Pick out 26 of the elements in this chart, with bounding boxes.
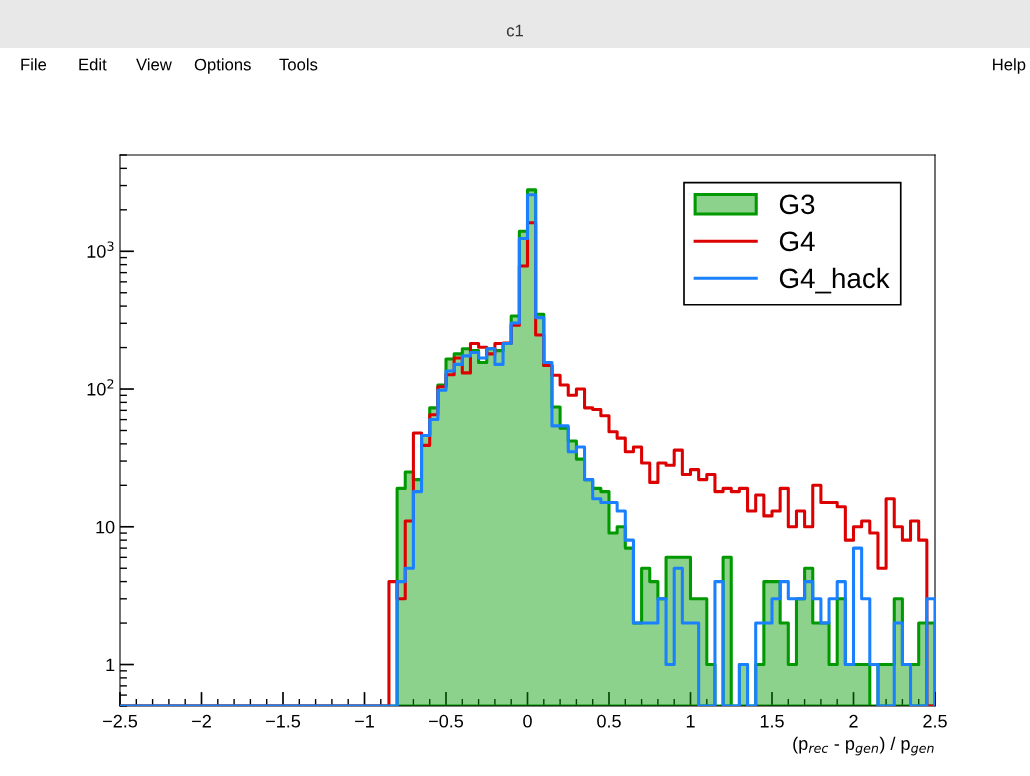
x-tick-label: 1.5 <box>760 715 784 728</box>
text: View <box>136 58 172 71</box>
text: File <box>21 58 47 71</box>
text: Tools <box>279 58 318 71</box>
legend-label: G4 <box>779 231 815 252</box>
text: Options <box>194 58 251 74</box>
x-tick-label: 2.5 <box>923 714 947 728</box>
x-tick-label: −0.5 <box>429 714 464 728</box>
x-tick-label: −2 <box>192 714 211 728</box>
text: Help <box>993 58 1026 74</box>
y-tick-label: 1 <box>106 658 115 672</box>
chart-title: c1 <box>506 24 523 37</box>
legend-label: G4_hack <box>779 267 890 294</box>
x-tick-label: 2 <box>849 714 858 728</box>
y-tick-label: 10$^{2}$ <box>87 379 114 396</box>
x-tick-label: 1 <box>686 715 695 728</box>
y-tick-label: 10$^{3}$ <box>87 241 114 258</box>
y-tick-label: 10 <box>96 520 115 534</box>
x-tick-label: −1 <box>355 715 374 728</box>
legend-label: G3 <box>779 194 815 215</box>
x-tick-label: −1.5 <box>266 715 301 728</box>
x-tick-label: 0 <box>523 714 532 728</box>
text: Edit <box>79 58 107 71</box>
x-tick-label: −2.5 <box>103 714 138 728</box>
x-axis-title: (p$_{rec}$ - p$_{gen}$) / p$_{gen}$ <box>793 736 934 756</box>
x-tick-label: 0.5 <box>597 714 621 728</box>
